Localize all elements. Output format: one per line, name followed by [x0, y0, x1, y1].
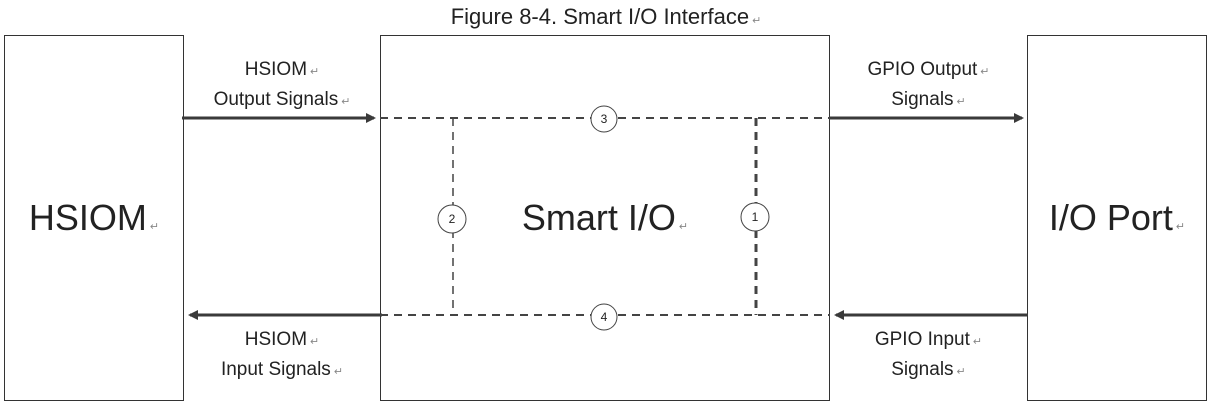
- paragraph-mark: ↵: [678, 221, 689, 233]
- io-port-label-text: I/O Port: [1048, 197, 1173, 238]
- hsiom-label-text: HSIOM: [28, 197, 147, 238]
- signal-label-line: GPIO Input: [874, 329, 970, 350]
- signal-label-line: HSIOM: [244, 59, 308, 80]
- path-1-marker: 1: [740, 202, 770, 232]
- path-4-number: 4: [601, 310, 608, 324]
- paragraph-mark: ↵: [956, 366, 966, 378]
- hsiom-block-label: HSIOM ↵: [5, 197, 183, 239]
- path-1-number: 1: [752, 210, 759, 224]
- smart-io-block-label: Smart I/O ↵: [381, 197, 829, 239]
- path-2-number: 2: [449, 212, 456, 226]
- signal-label-line: Output Signals: [213, 89, 339, 110]
- paragraph-mark: ↵: [956, 96, 966, 108]
- paragraph-mark: ↵: [972, 336, 983, 348]
- paragraph-mark: ↵: [341, 96, 351, 108]
- figure-title-text: Figure 8-4. Smart I/O Interface: [450, 4, 750, 29]
- paragraph-mark: ↵: [310, 336, 320, 348]
- gpio-output-signals-label: GPIO Output ↵ Signals ↵: [830, 56, 1027, 116]
- signal-label-line: Input Signals: [220, 359, 331, 380]
- paragraph-mark: ↵: [980, 66, 990, 78]
- io-port-block: I/O Port ↵: [1027, 35, 1207, 401]
- paragraph-mark: ↵: [333, 366, 344, 378]
- hsiom-output-signals-label: HSIOM ↵ Output Signals ↵: [184, 56, 380, 116]
- signal-label-line: Signals: [891, 359, 954, 380]
- figure-title: Figure 8-4. Smart I/O Interface ↵: [0, 4, 1212, 30]
- gpio-input-signals-label: GPIO Input ↵ Signals ↵: [830, 326, 1027, 386]
- paragraph-mark: ↵: [752, 15, 762, 27]
- signal-label-line: HSIOM: [244, 329, 308, 350]
- io-port-block-label: I/O Port ↵: [1028, 197, 1206, 239]
- signal-label-line: GPIO Output: [867, 59, 978, 80]
- smart-io-label-text: Smart I/O: [521, 197, 676, 238]
- paragraph-mark: ↵: [310, 66, 320, 78]
- hsiom-block: HSIOM ↵: [4, 35, 184, 401]
- hsiom-input-signals-label: HSIOM ↵ Input Signals ↵: [184, 326, 380, 386]
- path-3-marker: 3: [590, 105, 618, 133]
- signal-label-line: Signals: [891, 89, 954, 110]
- path-2-marker: 2: [437, 204, 467, 234]
- paragraph-mark: ↵: [1175, 221, 1186, 233]
- path-3-number: 3: [601, 112, 608, 126]
- paragraph-mark: ↵: [149, 221, 160, 233]
- path-4-marker: 4: [590, 303, 618, 331]
